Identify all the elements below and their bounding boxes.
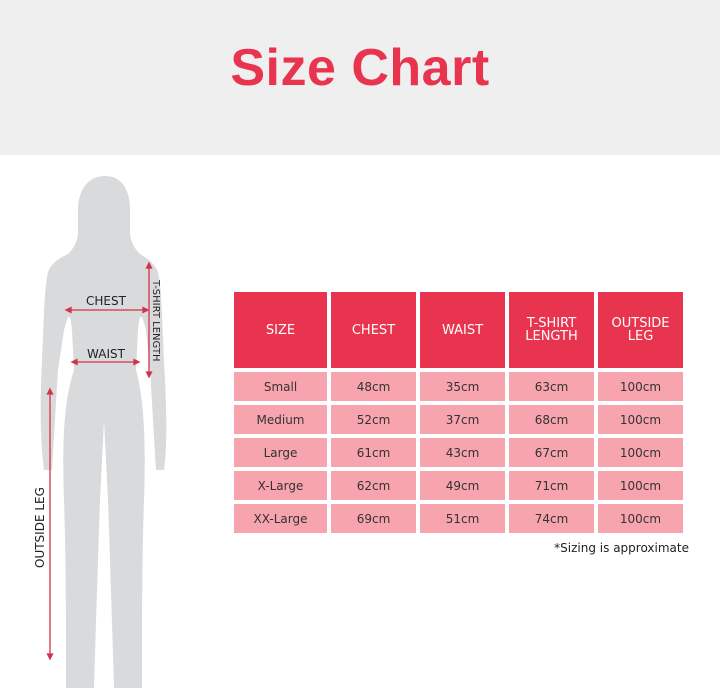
column-header: SIZE (234, 292, 327, 368)
column-header: T-SHIRT LENGTH (509, 292, 594, 368)
size-table: SIZE CHEST WAIST T-SHIRT LENGTH OUTSIDE LEG … (230, 288, 687, 537)
table-cell: 100cm (598, 438, 683, 467)
table-cell: 48cm (331, 372, 416, 401)
body-silhouette-diagram: CHEST WAIST T-SHIRT LENGTH OUTSIDE LEG (33, 176, 167, 688)
sizing-note: *Sizing is approximate (554, 541, 689, 555)
table-row: X-Large 62cm 49cm 71cm 100cm (234, 471, 683, 500)
table-cell: Small (234, 372, 327, 401)
table-cell: 61cm (331, 438, 416, 467)
table-row: Medium 52cm 37cm 68cm 100cm (234, 405, 683, 434)
column-header: WAIST (420, 292, 505, 368)
table-cell: 100cm (598, 405, 683, 434)
table-cell: 49cm (420, 471, 505, 500)
page-title: Size Chart (230, 39, 490, 97)
table-row: Large 61cm 43cm 67cm 100cm (234, 438, 683, 467)
outside-leg-label: OUTSIDE LEG (33, 487, 47, 568)
table-header-row: SIZE CHEST WAIST T-SHIRT LENGTH OUTSIDE LEG (234, 292, 683, 368)
table-cell: 43cm (420, 438, 505, 467)
table-cell: 51cm (420, 504, 505, 533)
table-cell: Medium (234, 405, 327, 434)
table-cell: 74cm (509, 504, 594, 533)
table-cell: 62cm (331, 471, 416, 500)
header-band (0, 0, 720, 155)
table-cell: 100cm (598, 372, 683, 401)
silhouette (40, 176, 167, 688)
table-cell: 52cm (331, 405, 416, 434)
table-cell: 68cm (509, 405, 594, 434)
table-cell: XX-Large (234, 504, 327, 533)
chest-label: CHEST (86, 294, 127, 308)
table-cell: X-Large (234, 471, 327, 500)
table-row: XX-Large 69cm 51cm 74cm 100cm (234, 504, 683, 533)
waist-label: WAIST (87, 347, 126, 361)
table-cell: 69cm (331, 504, 416, 533)
table-row: Small 48cm 35cm 63cm 100cm (234, 372, 683, 401)
table-cell: 67cm (509, 438, 594, 467)
column-header: CHEST (331, 292, 416, 368)
table-cell: 100cm (598, 504, 683, 533)
table-cell: 35cm (420, 372, 505, 401)
table-cell: 100cm (598, 471, 683, 500)
table-cell: Large (234, 438, 327, 467)
table-cell: 71cm (509, 471, 594, 500)
table-cell: 37cm (420, 405, 505, 434)
tshirt-length-label: T-SHIRT LENGTH (150, 279, 161, 362)
table-cell: 63cm (509, 372, 594, 401)
column-header: OUTSIDE LEG (598, 292, 683, 368)
